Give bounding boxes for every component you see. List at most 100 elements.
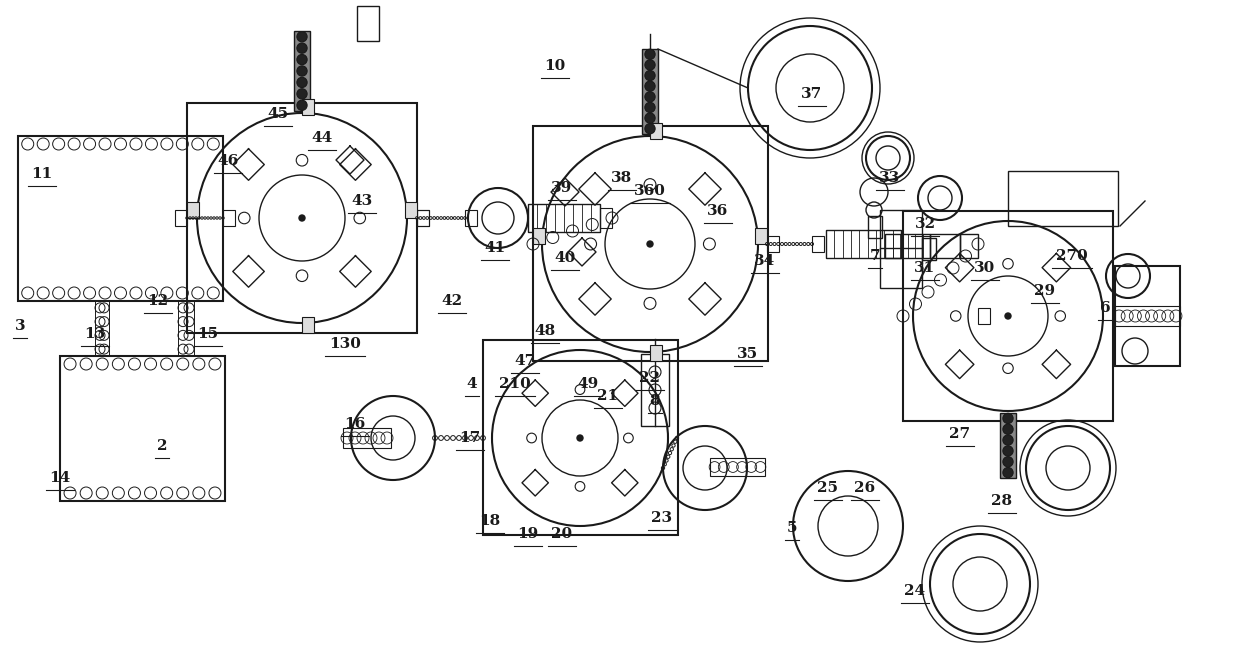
Circle shape: [1003, 468, 1013, 478]
Text: 18: 18: [480, 514, 501, 528]
Bar: [1115, 266, 1180, 366]
Text: 42: 42: [441, 294, 463, 308]
Circle shape: [296, 66, 308, 76]
Text: 45: 45: [268, 107, 289, 121]
Bar: [417, 210, 429, 226]
Text: 360: 360: [634, 184, 666, 198]
Bar: [303, 317, 314, 333]
Bar: [95, 301, 109, 356]
Circle shape: [1003, 424, 1013, 434]
Circle shape: [647, 241, 653, 247]
Bar: [465, 210, 477, 226]
Text: 49: 49: [578, 377, 599, 391]
Bar: [343, 428, 391, 448]
Bar: [1008, 171, 1118, 226]
Bar: [650, 123, 662, 139]
Text: 37: 37: [801, 87, 822, 101]
Bar: [528, 204, 600, 232]
Text: 40: 40: [554, 251, 575, 265]
Bar: [19, 136, 223, 301]
Text: 20: 20: [552, 527, 573, 541]
Circle shape: [296, 43, 308, 53]
Bar: [303, 99, 314, 115]
Text: 15: 15: [197, 327, 218, 341]
Bar: [187, 103, 417, 333]
Circle shape: [1003, 457, 1013, 467]
Text: 130: 130: [329, 337, 361, 351]
Text: 6: 6: [1100, 301, 1110, 315]
Bar: [880, 210, 923, 288]
Text: 48: 48: [534, 324, 556, 338]
Text: 24: 24: [904, 584, 925, 598]
Text: 41: 41: [485, 241, 506, 255]
Circle shape: [296, 89, 308, 99]
Circle shape: [296, 77, 308, 87]
Text: 30: 30: [975, 261, 996, 275]
Bar: [711, 458, 765, 476]
Text: 17: 17: [459, 431, 481, 445]
Circle shape: [645, 60, 655, 70]
Bar: [357, 6, 379, 41]
Text: 36: 36: [707, 204, 729, 218]
Text: 7: 7: [869, 249, 880, 263]
Bar: [533, 126, 768, 361]
Text: 27: 27: [950, 427, 971, 441]
Circle shape: [1003, 435, 1013, 445]
Text: 39: 39: [552, 181, 573, 195]
Bar: [755, 228, 768, 244]
Text: 8: 8: [650, 394, 661, 408]
Circle shape: [645, 70, 655, 81]
Text: 38: 38: [611, 171, 632, 185]
Bar: [826, 230, 901, 258]
Text: 34: 34: [754, 254, 776, 268]
Bar: [768, 236, 779, 252]
Bar: [868, 216, 882, 238]
Text: 22: 22: [640, 371, 661, 385]
Bar: [1115, 306, 1180, 326]
Text: 11: 11: [31, 167, 52, 181]
Text: 31: 31: [914, 261, 936, 275]
Bar: [812, 236, 825, 252]
Circle shape: [645, 81, 655, 91]
Text: 13: 13: [84, 327, 105, 341]
Circle shape: [1003, 446, 1013, 456]
Bar: [484, 340, 678, 535]
Bar: [223, 210, 236, 226]
Text: 25: 25: [817, 481, 838, 495]
Bar: [999, 413, 1016, 478]
Bar: [294, 31, 310, 111]
Bar: [960, 234, 978, 258]
Bar: [885, 234, 930, 258]
Circle shape: [645, 92, 655, 102]
Text: 44: 44: [311, 131, 332, 145]
Text: 46: 46: [217, 154, 238, 168]
Text: 47: 47: [515, 354, 536, 368]
Text: 210: 210: [500, 377, 531, 391]
Text: 29: 29: [1034, 284, 1055, 298]
Bar: [533, 228, 546, 244]
Bar: [923, 238, 936, 260]
Text: 270: 270: [1056, 249, 1087, 263]
Bar: [60, 356, 224, 501]
Text: 3: 3: [15, 319, 25, 333]
Circle shape: [299, 215, 305, 221]
Circle shape: [1004, 313, 1011, 319]
Circle shape: [1003, 413, 1013, 424]
Bar: [903, 211, 1114, 421]
Text: 16: 16: [345, 417, 366, 431]
Bar: [179, 301, 193, 356]
Text: 33: 33: [879, 171, 900, 185]
Text: 2: 2: [156, 439, 167, 453]
Bar: [187, 202, 198, 218]
Circle shape: [645, 123, 655, 134]
Bar: [175, 210, 187, 226]
Circle shape: [296, 31, 308, 42]
Circle shape: [296, 100, 308, 110]
Text: 28: 28: [992, 494, 1013, 508]
Bar: [641, 354, 670, 426]
Circle shape: [645, 113, 655, 123]
Bar: [930, 234, 960, 258]
Bar: [600, 208, 613, 228]
Circle shape: [645, 49, 655, 60]
Text: 35: 35: [738, 347, 759, 361]
